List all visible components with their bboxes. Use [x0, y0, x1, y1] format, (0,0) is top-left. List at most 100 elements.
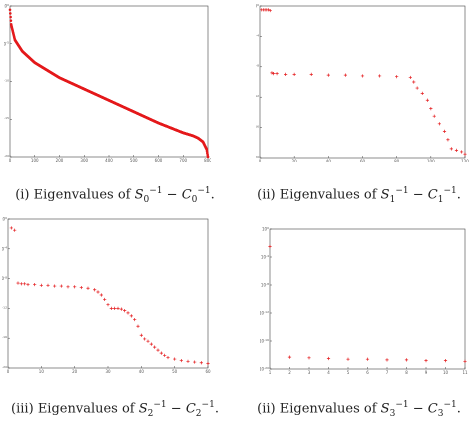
data-point: [309, 72, 313, 76]
caption-2-c-sup: −1: [443, 186, 457, 196]
data-point: [266, 8, 271, 12]
y-tick-label: 10-15: [4, 116, 9, 122]
caption-4-s-sub: 3: [389, 408, 396, 419]
x-tick-label: 1: [269, 370, 272, 375]
data-point: [53, 284, 57, 288]
data-point: [442, 129, 447, 133]
data-point: [109, 306, 113, 310]
x-tick-label: 120: [461, 159, 469, 162]
plot-frame: [9, 5, 209, 158]
data-point: [343, 73, 348, 77]
data-point: [437, 122, 441, 126]
data-point: [126, 311, 130, 315]
data-point: [193, 360, 197, 364]
data-point: [443, 359, 448, 363]
x-tick-label: 2: [288, 370, 291, 375]
data-point: [365, 357, 370, 361]
data-point: [173, 357, 177, 361]
x-tick-label: 7: [386, 370, 389, 375]
data-point: [268, 8, 272, 13]
caption-3: (iii) Eigenvalues of S2−1 − C2−1.: [11, 400, 219, 419]
data-point: [66, 285, 70, 289]
y-tick-label: 10-5: [4, 41, 9, 47]
data-point: [79, 285, 83, 290]
x-tick-label: 5: [347, 370, 350, 375]
data-point: [360, 74, 365, 78]
x-tick-label: 60: [360, 159, 366, 162]
data-point: [33, 282, 37, 287]
data-point: [449, 147, 453, 151]
caption-1-text: Eigenvalues of: [33, 187, 131, 203]
x-tick-label: 80: [394, 159, 400, 162]
y-tick-label: 10-8: [2, 276, 7, 282]
caption-3-c-sub: 2: [195, 408, 202, 419]
data-point: [13, 228, 17, 232]
x-tick-label: 6: [366, 370, 369, 375]
caption-4: (ii) Eigenvalues of S3−1 − C3−1.: [257, 400, 461, 419]
data-point: [93, 288, 97, 292]
data-point: [292, 72, 296, 76]
x-tick-label: 20: [292, 159, 298, 162]
data-point: [23, 282, 27, 286]
data-point: [454, 148, 459, 152]
data-point: [408, 75, 412, 80]
plot-frame: [269, 228, 466, 370]
data-point: [179, 358, 183, 363]
y-tick-label: 10-4: [2, 246, 7, 252]
caption-1-s-sub: 0: [143, 194, 150, 205]
x-tick-label: 40: [139, 369, 145, 374]
data-point: [424, 359, 428, 363]
caption-2-text: Eigenvalues of: [279, 187, 377, 203]
y-tick-label: 10-12: [260, 310, 269, 316]
caption-2-s-sup: −1: [395, 186, 409, 196]
data-point: [307, 356, 311, 360]
data-point: [404, 358, 409, 362]
data-point: [166, 355, 170, 360]
caption-4-text: Eigenvalues of: [279, 401, 377, 417]
plot-frame: [7, 218, 209, 369]
x-tick-label: 60: [205, 369, 211, 374]
caption-3-s-sup: −1: [153, 400, 167, 410]
x-tick-label: 0: [259, 159, 262, 162]
data-point: [113, 306, 117, 310]
x-tick-label: 4: [327, 370, 330, 375]
data-point: [26, 282, 30, 287]
caption-3-text: Eigenvalues of: [37, 401, 135, 417]
data-point: [186, 359, 190, 363]
caption-1-num: (i): [15, 187, 30, 203]
data-point: [9, 15, 12, 19]
data-point: [432, 114, 436, 118]
data-point: [385, 358, 389, 362]
chart-svg-4: 1 2 3 4 5 6 7 8 9 10 11 100 10-4 10-8 10-12 10-16 10-20: [259, 226, 468, 375]
data-point: [46, 283, 50, 287]
data-point: [199, 361, 203, 365]
data-point: [9, 19, 13, 22]
data-point: [272, 72, 276, 76]
data-point: [287, 355, 292, 359]
y-tick-label: 10-4: [256, 33, 259, 39]
y-tick-label: 100: [2, 216, 7, 222]
data-point: [163, 353, 167, 357]
data-point: [8, 8, 12, 12]
data-point: [146, 339, 150, 343]
data-point: [139, 333, 143, 337]
data-point: [463, 359, 467, 363]
data-point: [99, 293, 103, 297]
data-point: [106, 303, 110, 307]
x-tick-label: 20: [72, 369, 78, 374]
x-tick-label: 9: [425, 370, 428, 375]
caption-4-c-sub: 3: [437, 408, 444, 419]
caption-3-c-sup: −1: [201, 400, 215, 410]
x-tick-label: 100: [427, 159, 435, 162]
data-point: [206, 361, 210, 366]
data-point: [446, 138, 450, 142]
caption-1: (i) Eigenvalues of S0−1 − C0−1.: [15, 186, 215, 205]
x-tick-label: 3: [308, 370, 311, 375]
data-point: [395, 75, 399, 79]
x-tick-label: 0: [9, 158, 12, 163]
x-tick-label: 800: [204, 158, 211, 163]
data-point: [326, 356, 331, 361]
data-point: [39, 283, 43, 287]
caption-2: (ii) Eigenvalues of S1−1 − C1−1.: [257, 186, 461, 205]
data-point: [206, 155, 210, 159]
